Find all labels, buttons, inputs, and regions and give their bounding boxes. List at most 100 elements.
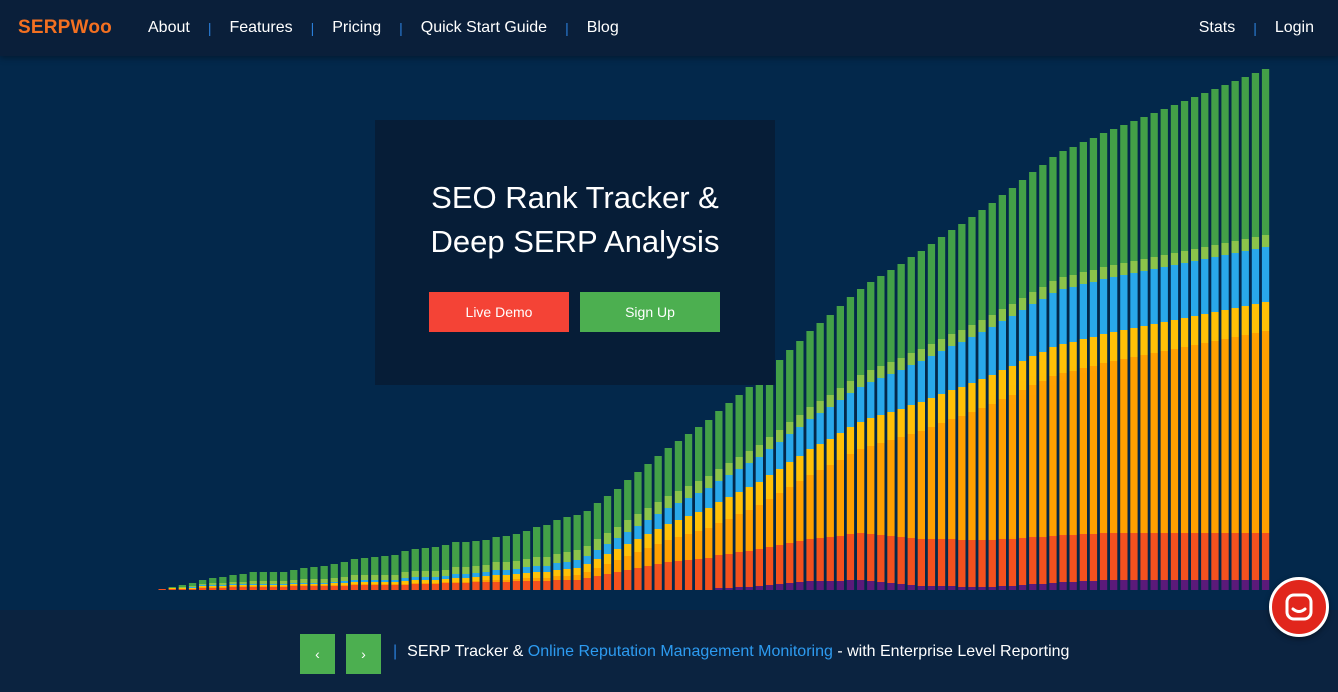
chart-bar-segment xyxy=(259,587,267,590)
chart-bar-segment xyxy=(533,578,541,581)
chart-bar-segment xyxy=(1079,581,1087,590)
chart-bar-segment xyxy=(1039,165,1047,287)
live-demo-button[interactable]: Live Demo xyxy=(429,292,569,332)
chart-bar-segment xyxy=(776,545,784,584)
serpwoo-logo[interactable]: SERPWoo xyxy=(18,17,112,38)
chart-bar-segment xyxy=(755,457,763,482)
chart-bar-segment xyxy=(1018,298,1027,310)
chart-bar-segment xyxy=(725,554,733,588)
chart-bar-segment xyxy=(674,441,683,491)
chart-bar-segment xyxy=(1251,237,1260,249)
chart-bar-segment xyxy=(1099,580,1108,590)
chart-bar-segment xyxy=(259,586,267,587)
chart-bar-segment xyxy=(300,583,308,584)
chart-bar-segment xyxy=(1089,270,1098,282)
chart-bar-segment xyxy=(927,344,936,356)
chart-bar-segment xyxy=(593,539,602,550)
chart-bar-segment xyxy=(209,588,217,590)
chart-bar-segment xyxy=(695,559,703,590)
chart-bar-segment xyxy=(300,585,308,586)
chart-bar-segment xyxy=(1261,580,1270,590)
chart-bar-segment xyxy=(229,575,237,582)
chart-bar-segment xyxy=(877,443,885,535)
chart-bar-segment xyxy=(371,585,379,590)
nav-stats[interactable]: Stats xyxy=(1198,19,1236,36)
chart-bar-segment xyxy=(1231,580,1239,590)
chart-bar-segment xyxy=(290,585,298,586)
nav-blog[interactable]: Blog xyxy=(586,19,619,36)
chart-bar-segment xyxy=(978,408,986,540)
chart-bar-segment xyxy=(705,476,713,488)
chart-bar-segment xyxy=(654,544,662,564)
chart-bar-segment xyxy=(280,581,288,584)
chart-bar-segment xyxy=(168,587,176,588)
chart-bar-segment xyxy=(1170,253,1179,265)
chart-bar-segment xyxy=(431,571,440,577)
chart-bar-segment xyxy=(522,567,531,573)
chart-bar-segment xyxy=(796,415,804,427)
chart-bar-segment xyxy=(421,584,429,590)
chart-bar-segment xyxy=(1221,85,1229,243)
chart-bar-segment xyxy=(1049,376,1057,536)
chart-bar-segment xyxy=(836,306,844,388)
chart-bar-segment xyxy=(1180,101,1189,251)
chart-bar-segment xyxy=(441,583,450,590)
sign-up-button[interactable]: Sign Up xyxy=(580,292,720,332)
chart-bar-segment xyxy=(958,587,966,590)
live-chat-button[interactable] xyxy=(1269,577,1329,637)
chart-bar-segment xyxy=(421,571,429,577)
nav-pricing[interactable]: Pricing xyxy=(332,19,382,36)
chart-bar-segment xyxy=(877,415,885,443)
chart-bar-segment xyxy=(381,575,389,580)
nav-about[interactable]: About xyxy=(148,19,190,36)
chart-bar-segment xyxy=(1201,314,1209,343)
chart-bar-segment xyxy=(441,579,450,582)
chart-bar-segment xyxy=(330,585,338,586)
chart-bar-segment xyxy=(735,395,743,457)
reputation-monitoring-link[interactable]: Online Reputation Management Monitoring xyxy=(527,643,833,660)
chart-bar-segment xyxy=(998,370,1006,399)
chart-bar-segment xyxy=(705,420,713,476)
chart-bar-segment xyxy=(452,574,460,578)
chart-bar-segment xyxy=(249,572,257,581)
chart-bar-segment xyxy=(1130,580,1138,590)
chart-bar-segment xyxy=(360,582,369,584)
chart-bar-segment xyxy=(441,545,450,570)
chart-bar-segment xyxy=(917,431,925,539)
chart-bar-segment xyxy=(1180,251,1189,263)
chart-bar-segment xyxy=(522,573,531,578)
chart-bar-segment xyxy=(948,230,956,334)
chart-bar-segment xyxy=(765,437,774,449)
chart-bar-segment xyxy=(1261,235,1270,247)
chart-bar-segment xyxy=(462,542,470,567)
chart-bar-segment xyxy=(522,578,531,581)
slider-next-button[interactable]: › xyxy=(346,634,381,674)
chart-bar-segment xyxy=(745,487,753,510)
chart-bar-segment xyxy=(826,407,834,439)
chart-bar-segment xyxy=(330,582,338,583)
chart-bar-segment xyxy=(1231,337,1239,533)
chart-bar-segment xyxy=(1180,318,1189,347)
chart-bar-segment xyxy=(512,574,521,579)
chart-bar-segment xyxy=(350,575,359,580)
chart-bar-segment xyxy=(1008,539,1017,586)
chart-bar-segment xyxy=(290,583,298,584)
chart-bar-segment xyxy=(1110,361,1118,533)
nav-features[interactable]: Features xyxy=(229,19,293,36)
chart-bar-segment xyxy=(371,584,379,585)
chart-bar-segment xyxy=(614,527,622,538)
nav-login[interactable]: Login xyxy=(1274,19,1314,36)
chart-bar-segment xyxy=(1150,113,1158,257)
nav-separator: | xyxy=(310,20,315,36)
nav-quick-start-guide[interactable]: Quick Start Guide xyxy=(420,19,548,36)
chart-bar-segment xyxy=(725,475,733,497)
primary-nav: About | Features | Pricing | Quick Start… xyxy=(130,0,637,56)
chart-bar-segment xyxy=(482,540,490,565)
chart-bar-segment xyxy=(1140,271,1148,326)
chart-bar-segment xyxy=(887,440,895,536)
chart-bar-segment xyxy=(350,584,359,585)
chart-bar-segment xyxy=(796,456,804,481)
chart-bar-segment xyxy=(1231,533,1239,580)
slider-prev-button[interactable]: ‹ xyxy=(300,634,335,674)
chart-bar-segment xyxy=(715,588,723,590)
